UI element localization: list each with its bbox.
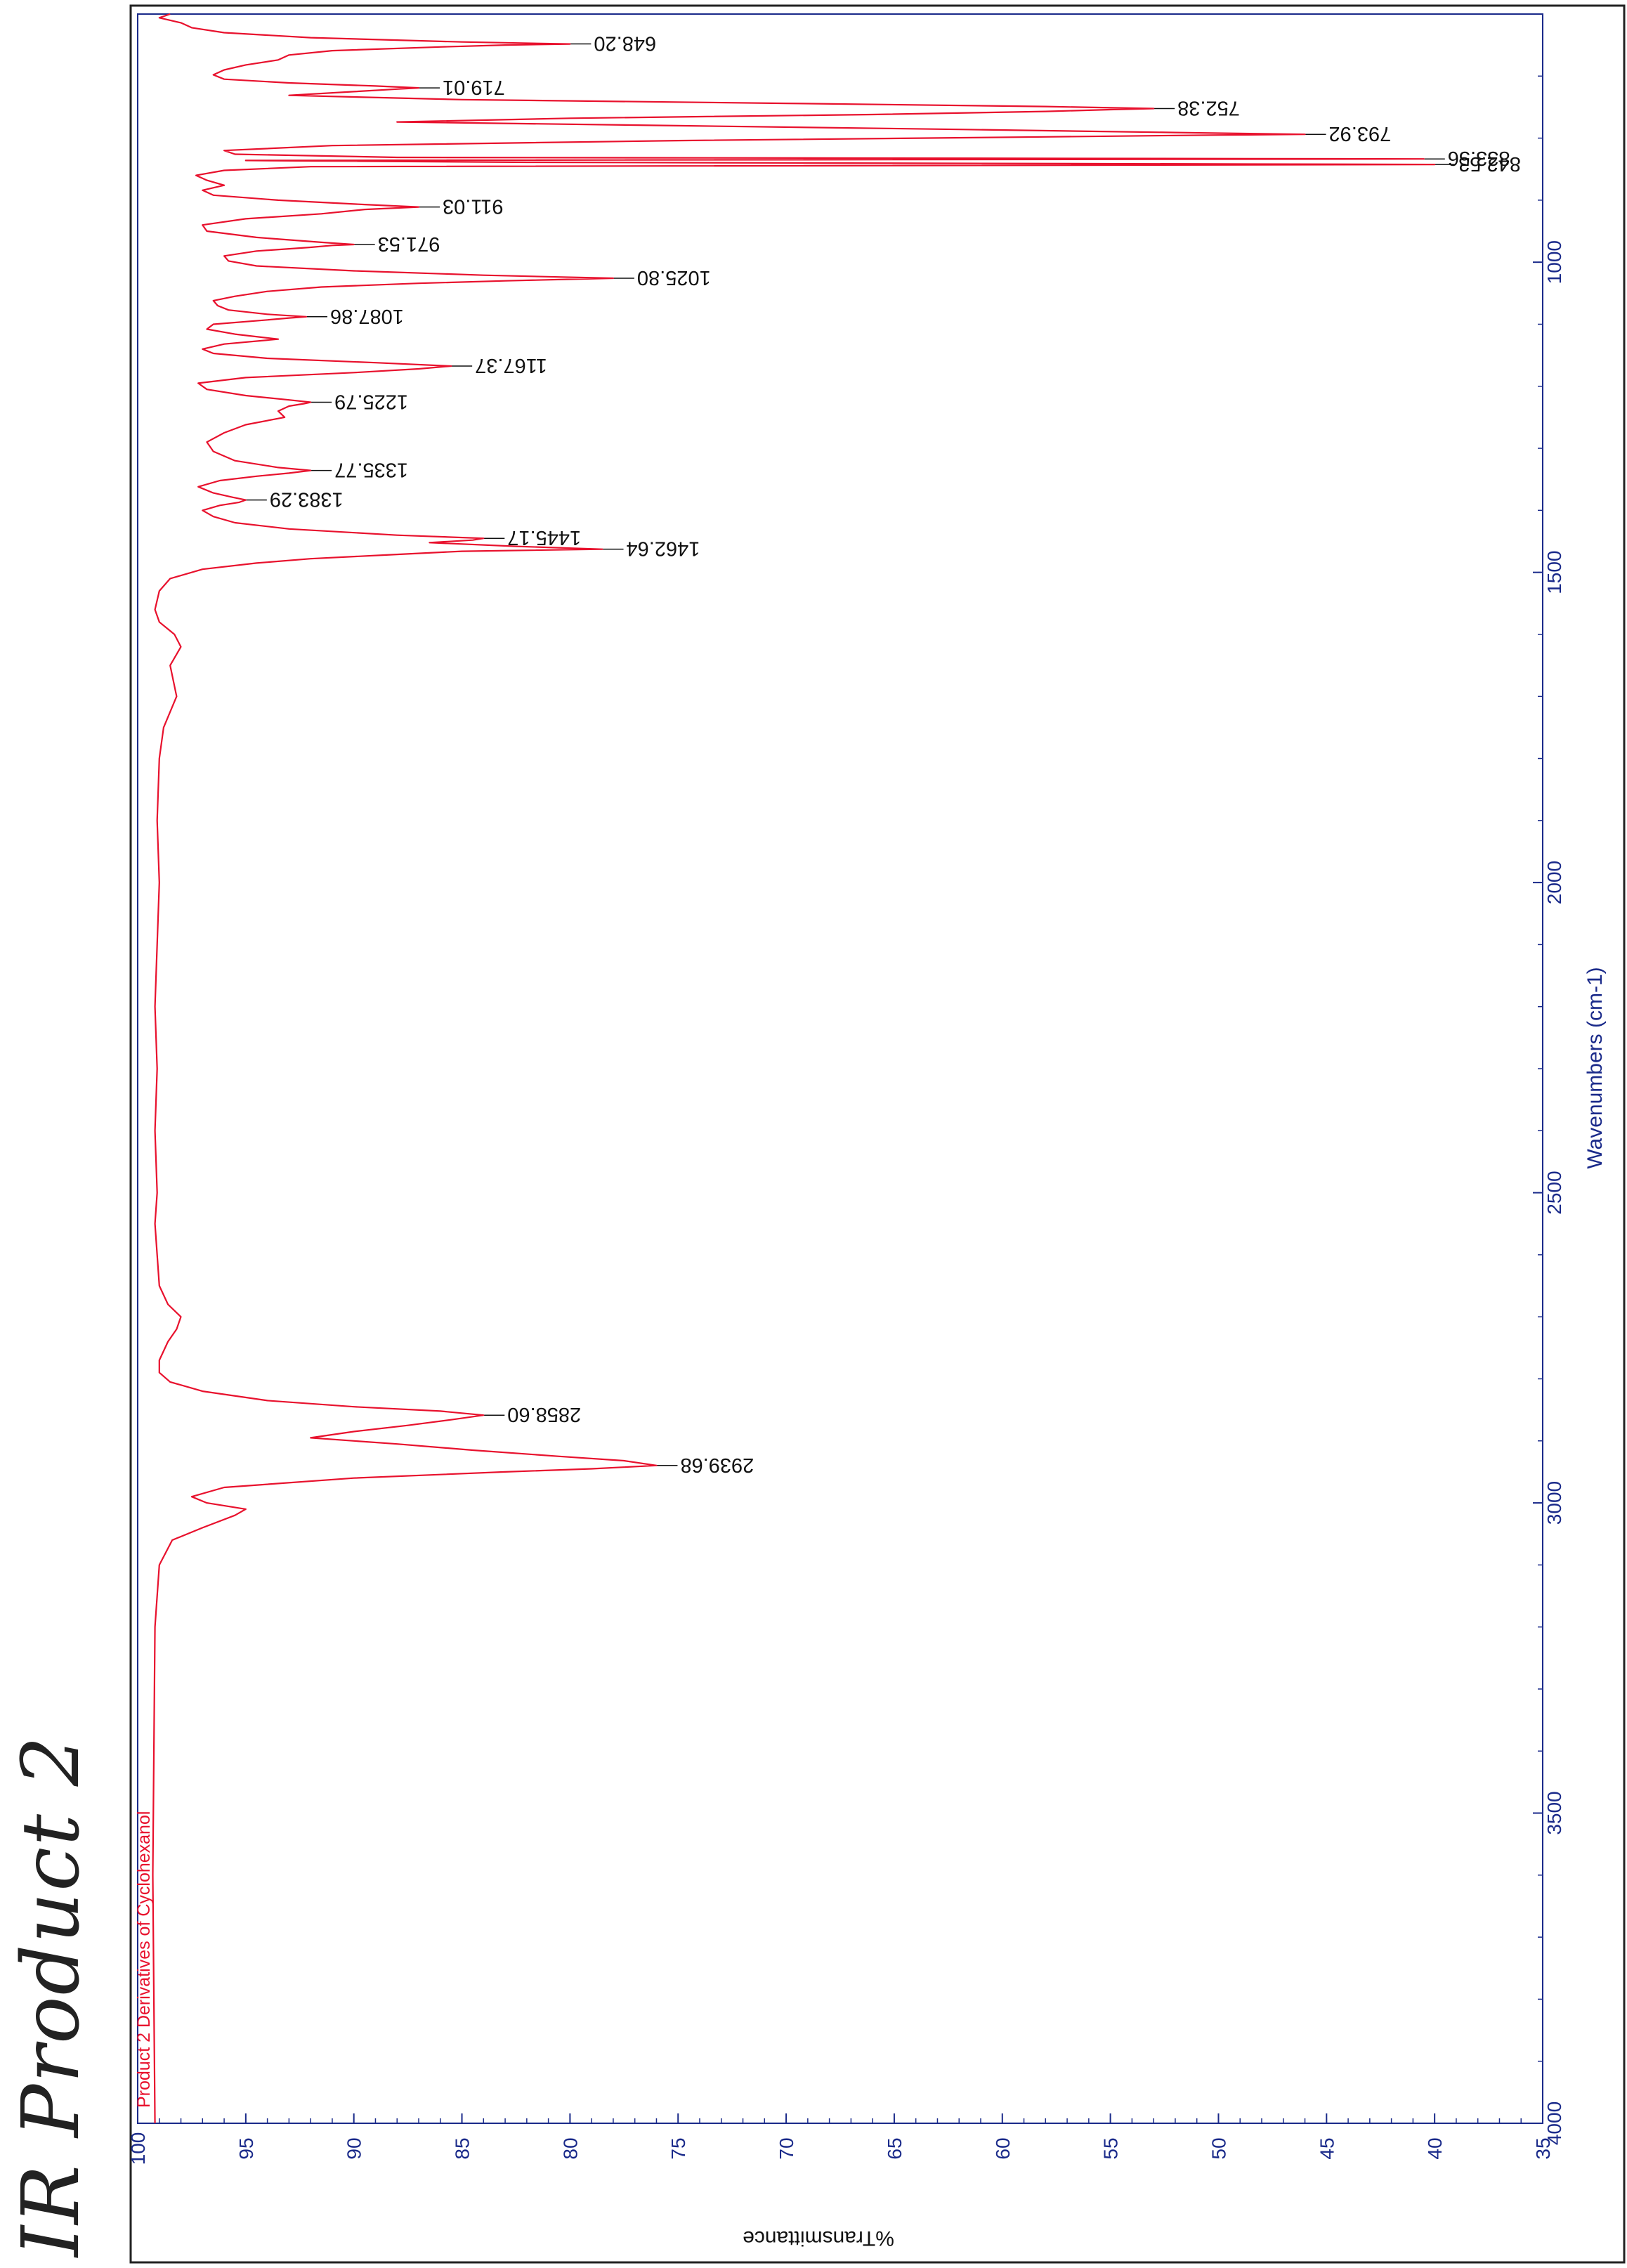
peak-label-group: 1462.64: [627, 537, 700, 560]
y-tick-label-group: 85: [452, 2137, 473, 2159]
peak-label-group: 971.53: [378, 233, 440, 255]
peak-label: 1167.37: [475, 354, 547, 377]
y-tick-label-group: 60: [992, 2137, 1014, 2159]
x-tick-label-group: 3500: [1543, 1791, 1565, 1834]
peak-label: 2939.68: [680, 1454, 754, 1476]
y-axis-label-group: %Transmittance: [743, 2227, 894, 2250]
y-tick-label: 85: [452, 2137, 473, 2159]
y-tick-label: 55: [1100, 2137, 1122, 2159]
peak-label-group: 842.53: [1458, 152, 1521, 175]
y-tick-label-group: 80: [559, 2137, 581, 2159]
y-tick-label: 40: [1424, 2137, 1446, 2159]
peak-label: 911.03: [443, 195, 504, 218]
x-tick-label-group: 2500: [1543, 1171, 1565, 1214]
peak-label-group: 911.03: [443, 195, 504, 218]
y-tick-label-group: 45: [1316, 2137, 1338, 2159]
spectrum-line: [152, 13, 1436, 2124]
x-tick-label-group: 4000: [1543, 2101, 1565, 2145]
y-tick-label: 60: [992, 2137, 1014, 2159]
peak-annotations: 2939.68 2858.60 1462.64 1445.17 1383.29 1335.…: [245, 32, 1521, 1476]
peak-label-group: 648.20: [594, 32, 656, 55]
peak-label: 842.53: [1458, 152, 1521, 175]
y-tick-label-group: 100: [127, 2132, 149, 2165]
sample-name-group: Product 2 Derivatives of Cyclohexanol: [134, 1811, 154, 2108]
peak-label-group: 793.92: [1329, 122, 1392, 145]
peak-label-group: 2858.60: [507, 1403, 581, 1426]
y-tick-label: 100: [127, 2132, 149, 2165]
peak-label-group: 752.38: [1177, 97, 1240, 119]
y-tick-label-group: 95: [235, 2137, 257, 2159]
peak-label: 719.01: [443, 76, 505, 98]
x-tick-label: 2500: [1543, 1171, 1565, 1214]
peak-label-group: 833.56: [1448, 147, 1510, 169]
peak-label: 1025.80: [637, 266, 711, 289]
y-tick-label: 95: [235, 2137, 257, 2159]
peak-label-group: 1225.79: [334, 391, 408, 413]
peak-label-group: 1087.86: [330, 305, 404, 327]
peak-label: 1383.29: [270, 488, 344, 511]
plot-frame: [137, 13, 1543, 2124]
page-frame: [129, 4, 1626, 2264]
x-tick-label: 4000: [1543, 2101, 1565, 2145]
peak-label-group: 719.01: [443, 76, 505, 98]
peak-label: 833.56: [1448, 147, 1510, 169]
y-tick-label-group: 40: [1424, 2137, 1446, 2159]
x-tick-label: 3000: [1543, 1481, 1565, 1525]
peak-label: 1087.86: [330, 305, 404, 327]
y-tick-label-group: 35: [1532, 2137, 1554, 2159]
y-axis-label: %Transmittance: [743, 2227, 894, 2250]
y-tick-label-group: 65: [884, 2137, 906, 2159]
peak-label: 1335.77: [334, 459, 408, 481]
y-tick-label: 65: [884, 2137, 906, 2159]
y-tick-label-group: 50: [1208, 2137, 1229, 2159]
x-tick-label: 1500: [1543, 550, 1565, 594]
peak-label-group: 1025.80: [637, 266, 711, 289]
x-axis-label-group: Wavenumbers (cm-1): [1583, 967, 1607, 1168]
x-tick-label: 1000: [1543, 240, 1565, 284]
y-tick-label: 80: [559, 2137, 581, 2159]
peak-label-group: 2939.68: [680, 1454, 754, 1476]
y-tick-label: 90: [344, 2137, 365, 2159]
peak-label: 971.53: [378, 233, 440, 255]
y-tick-label-group: 75: [667, 2137, 689, 2159]
peak-label: 1462.64: [627, 537, 700, 560]
peak-label: 648.20: [594, 32, 656, 55]
y-tick-label: 50: [1208, 2137, 1229, 2159]
y-tick-label-group: 70: [776, 2137, 797, 2159]
axis-ticks: 4000 3500 3000 2500 2000 1500 1000 100 95 90 85 80 7…: [127, 13, 1565, 2165]
y-tick-label-group: 55: [1100, 2137, 1122, 2159]
y-tick-label: 45: [1316, 2137, 1338, 2159]
y-tick-label: 70: [776, 2137, 797, 2159]
peak-label: 752.38: [1177, 97, 1240, 119]
peak-label-group: 1383.29: [270, 488, 344, 511]
peak-label-group: 1445.17: [507, 526, 581, 549]
spectrum-series: [152, 13, 1436, 2124]
x-tick-label-group: 3000: [1543, 1481, 1565, 1525]
y-tick-label-group: 90: [344, 2137, 365, 2159]
peak-label-group: 1335.77: [334, 459, 408, 481]
y-tick-label: 75: [667, 2137, 689, 2159]
y-tick-label: 35: [1532, 2137, 1554, 2159]
sample-name: Product 2 Derivatives of Cyclohexanol: [134, 1811, 154, 2108]
x-tick-label-group: 1000: [1543, 240, 1565, 284]
peak-label-group: 1167.37: [475, 354, 547, 377]
peak-label: 1445.17: [507, 526, 581, 549]
x-tick-label-group: 2000: [1543, 861, 1565, 904]
peak-label: 1225.79: [334, 391, 408, 413]
peak-label: 2858.60: [507, 1403, 581, 1426]
x-tick-label: 2000: [1543, 861, 1565, 904]
peak-label: 793.92: [1329, 122, 1392, 145]
x-tick-label-group: 1500: [1543, 550, 1565, 594]
x-tick-label: 3500: [1543, 1791, 1565, 1834]
x-axis-label: Wavenumbers (cm-1): [1583, 967, 1607, 1168]
